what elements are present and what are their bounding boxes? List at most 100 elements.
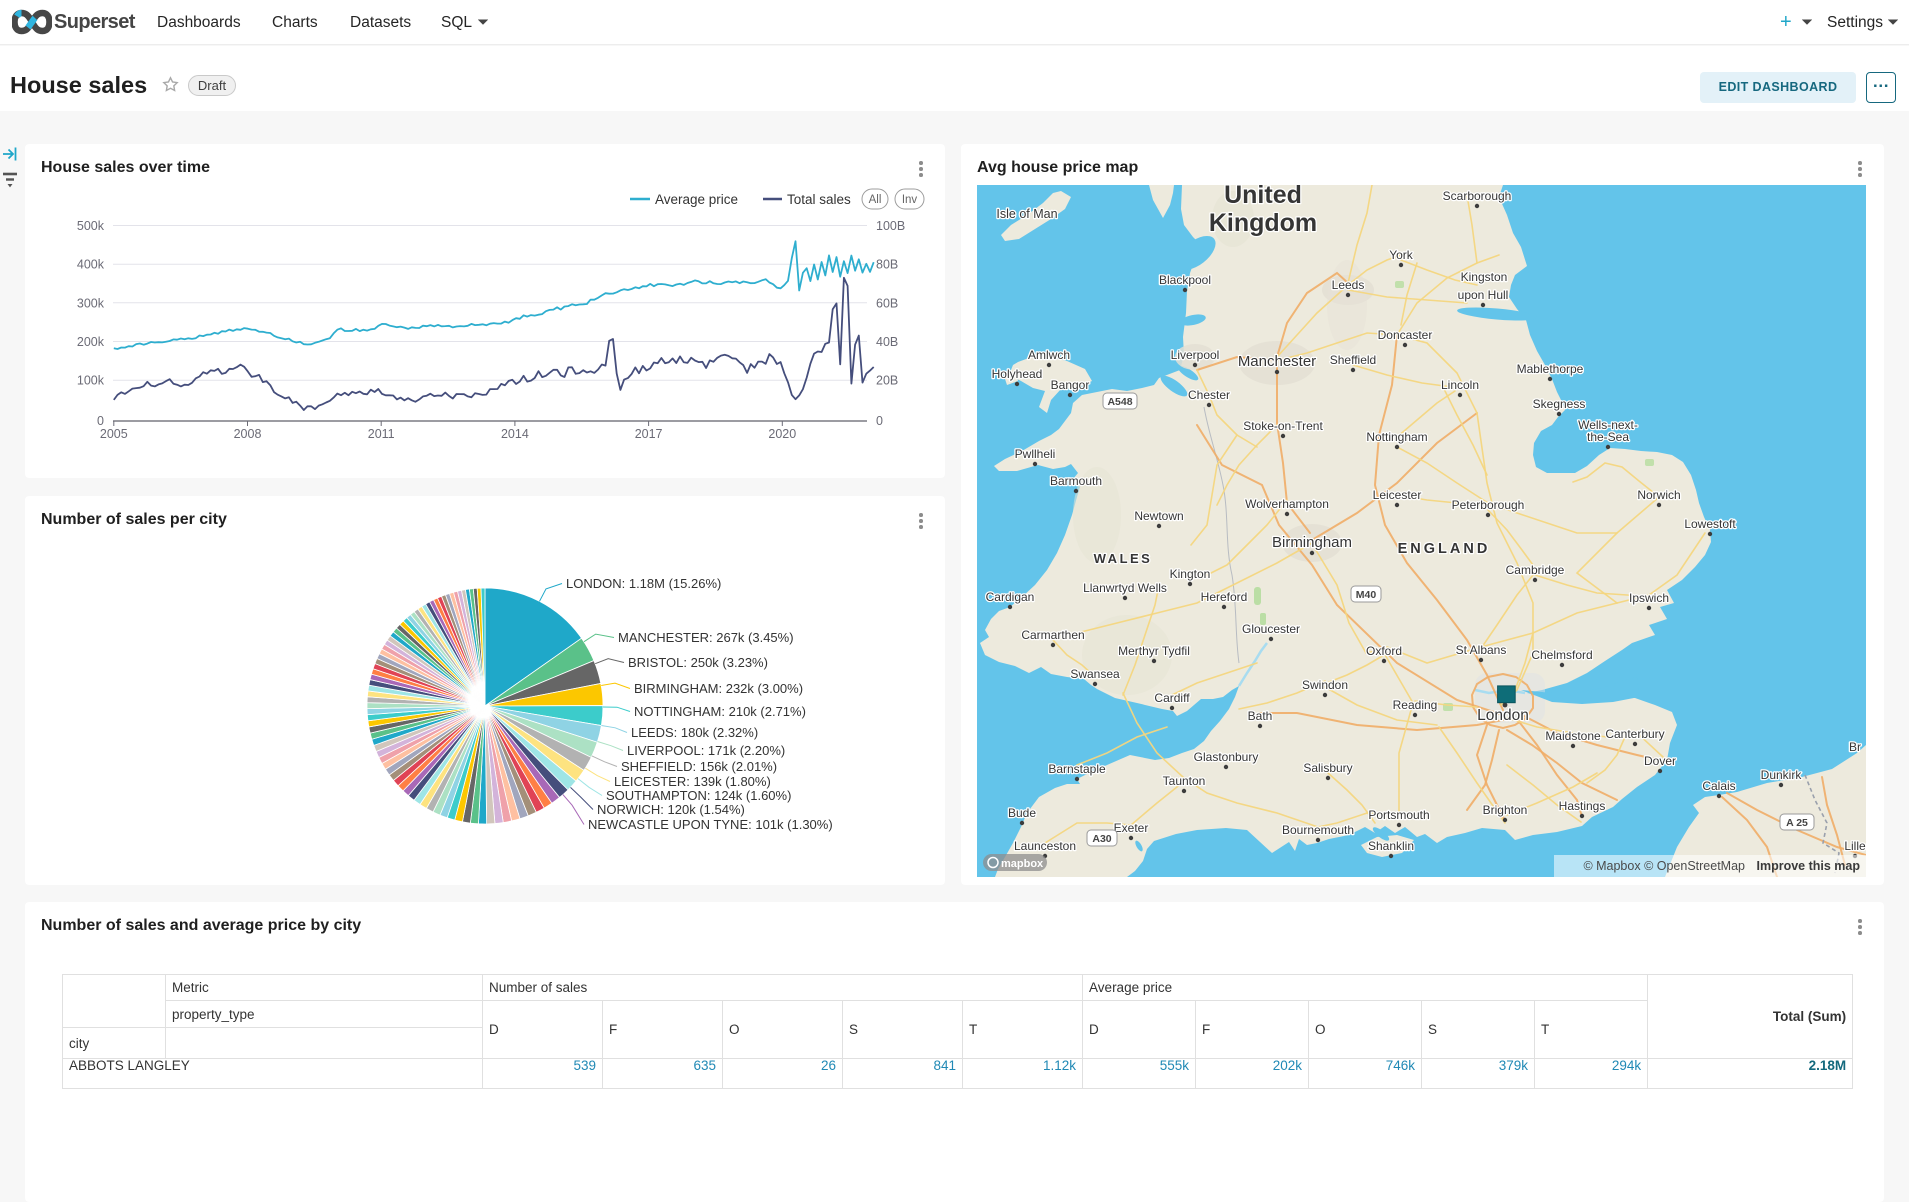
- svg-text:London: London: [1477, 707, 1529, 724]
- svg-text:Lowestoft: Lowestoft: [1684, 517, 1736, 531]
- svg-text:400k: 400k: [77, 258, 105, 272]
- svg-text:2011: 2011: [368, 427, 395, 441]
- svg-text:2014: 2014: [501, 427, 529, 441]
- svg-text:Chester: Chester: [1188, 388, 1230, 402]
- svg-text:A30: A30: [1092, 833, 1111, 845]
- svg-text:Peterborough: Peterborough: [1452, 498, 1525, 512]
- svg-text:LIVERPOOL: 171k (2.20%): LIVERPOOL: 171k (2.20%): [627, 743, 785, 758]
- svg-text:Maidstone: Maidstone: [1545, 729, 1601, 743]
- svg-text:Scarborough: Scarborough: [1443, 189, 1512, 203]
- svg-text:Wolverhampton: Wolverhampton: [1245, 497, 1329, 511]
- svg-text:Glastonbury: Glastonbury: [1194, 750, 1259, 764]
- svg-text:Stoke-on-Trent: Stoke-on-Trent: [1243, 419, 1323, 433]
- svg-text:Nottingham: Nottingham: [1366, 430, 1427, 444]
- svg-text:Swindon: Swindon: [1302, 678, 1348, 692]
- svg-text:Exeter: Exeter: [1114, 821, 1149, 835]
- svg-text:Birmingham: Birmingham: [1272, 534, 1352, 551]
- svg-text:Manchester: Manchester: [1238, 353, 1316, 370]
- svg-text:Kingston: Kingston: [1461, 270, 1508, 284]
- svg-text:Lille: Lille: [1844, 839, 1866, 853]
- svg-text:Oxford: Oxford: [1366, 644, 1402, 658]
- svg-text:Cardiff: Cardiff: [1154, 691, 1190, 705]
- svg-text:Improve this map: Improve this map: [1757, 859, 1861, 873]
- svg-text:100k: 100k: [77, 374, 105, 388]
- svg-text:Barmouth: Barmouth: [1050, 474, 1102, 488]
- svg-text:Gloucester: Gloucester: [1242, 622, 1300, 636]
- svg-text:LEICESTER: 139k (1.80%): LEICESTER: 139k (1.80%): [614, 774, 771, 789]
- svg-text:All: All: [869, 194, 882, 206]
- svg-text:Newtown: Newtown: [1134, 509, 1183, 523]
- svg-text:Chelmsford: Chelmsford: [1531, 648, 1592, 662]
- svg-text:M40: M40: [1356, 589, 1377, 601]
- svg-text:Liverpool: Liverpool: [1171, 348, 1220, 362]
- svg-text:Bath: Bath: [1248, 709, 1273, 723]
- svg-text:Barnstaple: Barnstaple: [1048, 762, 1106, 776]
- svg-text:St Albans: St Albans: [1456, 643, 1507, 657]
- svg-text:Dunkirk: Dunkirk: [1761, 768, 1803, 782]
- svg-text:2020: 2020: [768, 427, 796, 441]
- svg-text:Lincoln: Lincoln: [1441, 378, 1479, 392]
- svg-text:mapbox: mapbox: [1001, 858, 1044, 870]
- svg-text:Leeds: Leeds: [1332, 278, 1365, 292]
- svg-text:Llanwrtyd Wells: Llanwrtyd Wells: [1083, 581, 1167, 595]
- svg-text:2005: 2005: [100, 427, 128, 441]
- svg-text:Wells-next-: Wells-next-: [1578, 418, 1638, 432]
- svg-text:100B: 100B: [876, 219, 905, 233]
- svg-text:Taunton: Taunton: [1163, 774, 1206, 788]
- svg-text:Bournemouth: Bournemouth: [1282, 823, 1354, 837]
- svg-text:upon Hull: upon Hull: [1458, 288, 1509, 302]
- svg-text:NEWCASTLE UPON TYNE: 101k (1.3: NEWCASTLE UPON TYNE: 101k (1.30%): [588, 817, 833, 832]
- svg-text:Doncaster: Doncaster: [1378, 328, 1433, 342]
- svg-text:Br: Br: [1849, 740, 1861, 754]
- svg-text:Skegness: Skegness: [1533, 397, 1586, 411]
- svg-text:2017: 2017: [635, 427, 663, 441]
- svg-text:ENGLAND: ENGLAND: [1398, 541, 1491, 557]
- svg-text:Portsmouth: Portsmouth: [1368, 808, 1429, 822]
- svg-text:Inv: Inv: [902, 194, 918, 206]
- svg-text:NORWICH: 120k (1.54%): NORWICH: 120k (1.54%): [597, 802, 745, 817]
- svg-text:BRISTOL: 250k (3.23%): BRISTOL: 250k (3.23%): [628, 655, 768, 670]
- svg-text:Leicester: Leicester: [1373, 488, 1422, 502]
- svg-text:Cambridge: Cambridge: [1506, 563, 1565, 577]
- svg-text:BIRMINGHAM: 232k (3.00%): BIRMINGHAM: 232k (3.00%): [634, 681, 803, 696]
- svg-text:0: 0: [876, 414, 883, 428]
- svg-text:Isle of Man: Isle of Man: [996, 207, 1057, 221]
- svg-text:the-Sea: the-Sea: [1587, 430, 1629, 444]
- svg-text:20B: 20B: [876, 374, 898, 388]
- svg-text:300k: 300k: [77, 296, 105, 310]
- svg-text:0: 0: [97, 414, 104, 428]
- svg-text:200k: 200k: [77, 335, 105, 349]
- svg-text:Merthyr Tydfil: Merthyr Tydfil: [1118, 644, 1190, 658]
- svg-text:Bude: Bude: [1008, 806, 1036, 820]
- svg-text:Total sales: Total sales: [787, 192, 851, 207]
- svg-text:Norwich: Norwich: [1637, 488, 1680, 502]
- svg-text:500k: 500k: [77, 219, 105, 233]
- svg-text:60B: 60B: [876, 296, 898, 310]
- svg-text:Shanklin: Shanklin: [1368, 839, 1414, 853]
- svg-text:York: York: [1389, 248, 1414, 262]
- svg-text:40B: 40B: [876, 335, 898, 349]
- svg-text:MANCHESTER: 267k (3.45%): MANCHESTER: 267k (3.45%): [618, 630, 794, 645]
- svg-text:Dover: Dover: [1644, 754, 1676, 768]
- svg-text:Average price: Average price: [655, 192, 738, 207]
- svg-text:Launceston: Launceston: [1014, 839, 1076, 853]
- svg-text:SOUTHAMPTON: 124k (1.60%): SOUTHAMPTON: 124k (1.60%): [606, 788, 791, 803]
- svg-text:Hastings: Hastings: [1559, 799, 1606, 813]
- svg-text:Sheffield: Sheffield: [1330, 353, 1376, 367]
- svg-text:Pwllheli: Pwllheli: [1015, 447, 1056, 461]
- svg-text:Holyhead: Holyhead: [992, 367, 1043, 381]
- svg-text:A 25: A 25: [1786, 817, 1808, 829]
- svg-text:A548: A548: [1107, 396, 1132, 408]
- svg-text:Reading: Reading: [1393, 698, 1438, 712]
- svg-text:Kingdom: Kingdom: [1209, 209, 1317, 237]
- svg-text:2008: 2008: [234, 427, 262, 441]
- svg-text:Ipswich: Ipswich: [1629, 591, 1669, 605]
- svg-text:SHEFFIELD: 156k (2.01%): SHEFFIELD: 156k (2.01%): [621, 759, 777, 774]
- svg-text:Hereford: Hereford: [1201, 590, 1248, 604]
- svg-text:Kington: Kington: [1170, 567, 1211, 581]
- svg-text:© Mapbox © OpenStreetMap: © Mapbox © OpenStreetMap: [1583, 859, 1745, 873]
- svg-text:Mablethorpe: Mablethorpe: [1517, 362, 1584, 376]
- svg-text:80B: 80B: [876, 258, 898, 272]
- svg-text:WALES: WALES: [1094, 551, 1153, 566]
- svg-text:LEEDS: 180k (2.32%): LEEDS: 180k (2.32%): [631, 725, 758, 740]
